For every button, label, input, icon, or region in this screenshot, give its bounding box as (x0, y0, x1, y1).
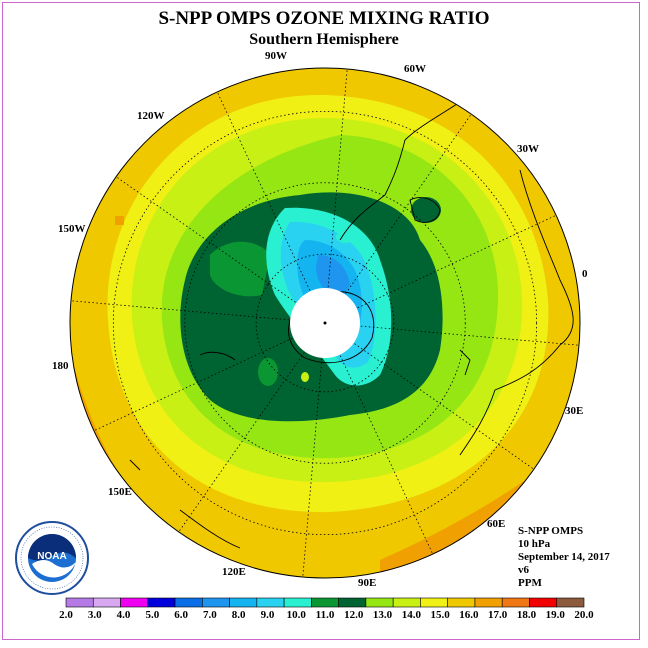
longitude-label: 90W (265, 50, 287, 62)
colorbar-tick-label: 19.0 (545, 609, 565, 621)
colorbar-swatch (229, 597, 258, 608)
colorbar-tick-label: 2.0 (59, 609, 73, 621)
colorbar-swatch (147, 597, 176, 608)
meridian-line (70, 300, 326, 324)
colorbar-tick-label: 11.0 (315, 609, 335, 621)
latitude-circle (184, 182, 466, 464)
meridian-line (324, 322, 434, 555)
meridian-line (302, 322, 326, 578)
meridian-line (324, 68, 348, 324)
info-panel: S-NPP OMPS 10 hPa September 14, 2017 v6 … (518, 525, 610, 590)
pressure-level: 10 hPa (518, 538, 551, 550)
meridian-line (93, 322, 326, 432)
colorbar-swatch (174, 597, 203, 608)
colorbar-swatch (92, 597, 121, 608)
colorbar-swatch (65, 597, 94, 608)
colorbar-tick-label: 6.0 (174, 609, 188, 621)
latitude-circle (255, 253, 395, 393)
colorbar-swatch (283, 597, 312, 608)
colorbar-tick-label: 8.0 (231, 609, 246, 621)
colorbar-tick-label: 17.0 (488, 609, 508, 621)
longitude-label: 180 (52, 360, 69, 372)
colorbar-tick-label: 4.0 (116, 609, 131, 621)
longitude-label: 60W (404, 63, 426, 75)
band-11-12-patch (210, 241, 270, 297)
longitude-label: 150W (58, 223, 86, 235)
colorbar-swatch (447, 597, 476, 608)
map-boundary (69, 67, 581, 579)
colorbar-swatch (474, 597, 503, 608)
colorbar-swatch (202, 597, 230, 608)
green-speck (258, 358, 278, 386)
longitude-label: 30E (565, 405, 584, 417)
colorbar-swatch (529, 597, 558, 608)
colorbar (65, 597, 585, 608)
map-subtitle: Southern Hemisphere (249, 31, 399, 48)
colorbar-tick-label: 15.0 (430, 609, 450, 621)
colorbar-swatch (311, 597, 339, 608)
colorbar-tick-label: 9.0 (260, 609, 275, 621)
meridian-line (216, 91, 326, 324)
colorbar-tick-label: 13.0 (372, 609, 393, 621)
colorbar-tick-label: 3.0 (87, 609, 102, 621)
green-patch-ne (411, 197, 441, 223)
colorbar-swatch (556, 597, 585, 608)
meridian-line (324, 322, 580, 346)
colorbar-swatch (392, 597, 421, 608)
orange-speck (115, 216, 124, 225)
colorbar-tick-label: 16.0 (459, 609, 479, 621)
meridian-line (324, 214, 557, 324)
longitude-label: 90E (358, 577, 377, 589)
longitude-label: 120W (137, 110, 165, 122)
colorbar-tick-label: 5.0 (145, 609, 160, 621)
date-label: September 14, 2017 (518, 551, 610, 563)
south-pole-marker (323, 321, 327, 325)
units-label: PPM (518, 577, 542, 589)
longitude-label: 150E (108, 486, 132, 498)
meridian-line (178, 322, 326, 533)
meridian-line (324, 113, 472, 324)
noaa-logo-icon: NOAA (15, 521, 89, 595)
colorbar-swatch (501, 597, 530, 608)
colorbar-tick-label: 12.0 (344, 609, 364, 621)
colorbar-tick-label: 20.0 (574, 609, 594, 621)
colorbar-tick-label: 18.0 (516, 609, 537, 621)
colorbar-tick-label: 14.0 (401, 609, 421, 621)
noaa-logo-text: NOAA (37, 551, 66, 562)
figure-frame (2, 2, 640, 640)
meridian-line (324, 322, 535, 470)
meridian-line (115, 176, 326, 324)
longitude-label: 0 (582, 268, 588, 280)
graticule (70, 68, 580, 578)
map-title: S-NPP OMPS OZONE MIXING RATIO (158, 8, 490, 29)
colorbar-swatch (420, 597, 448, 608)
longitude-label: 60E (487, 518, 506, 530)
longitude-label: 120E (222, 566, 246, 578)
latitude-circle (112, 110, 538, 536)
colorbar-swatch (365, 597, 394, 608)
longitude-label: 30W (517, 143, 539, 155)
colorbar-tick-label: 10.0 (286, 609, 306, 621)
version-label: v6 (518, 564, 529, 576)
colorbar-swatch (338, 597, 367, 608)
yellow-speck (301, 372, 309, 382)
colorbar-swatch (120, 597, 149, 608)
colorbar-swatch (256, 597, 285, 608)
colorbar-tick-label: 7.0 (203, 609, 217, 621)
instrument-label: S-NPP OMPS (518, 525, 584, 537)
